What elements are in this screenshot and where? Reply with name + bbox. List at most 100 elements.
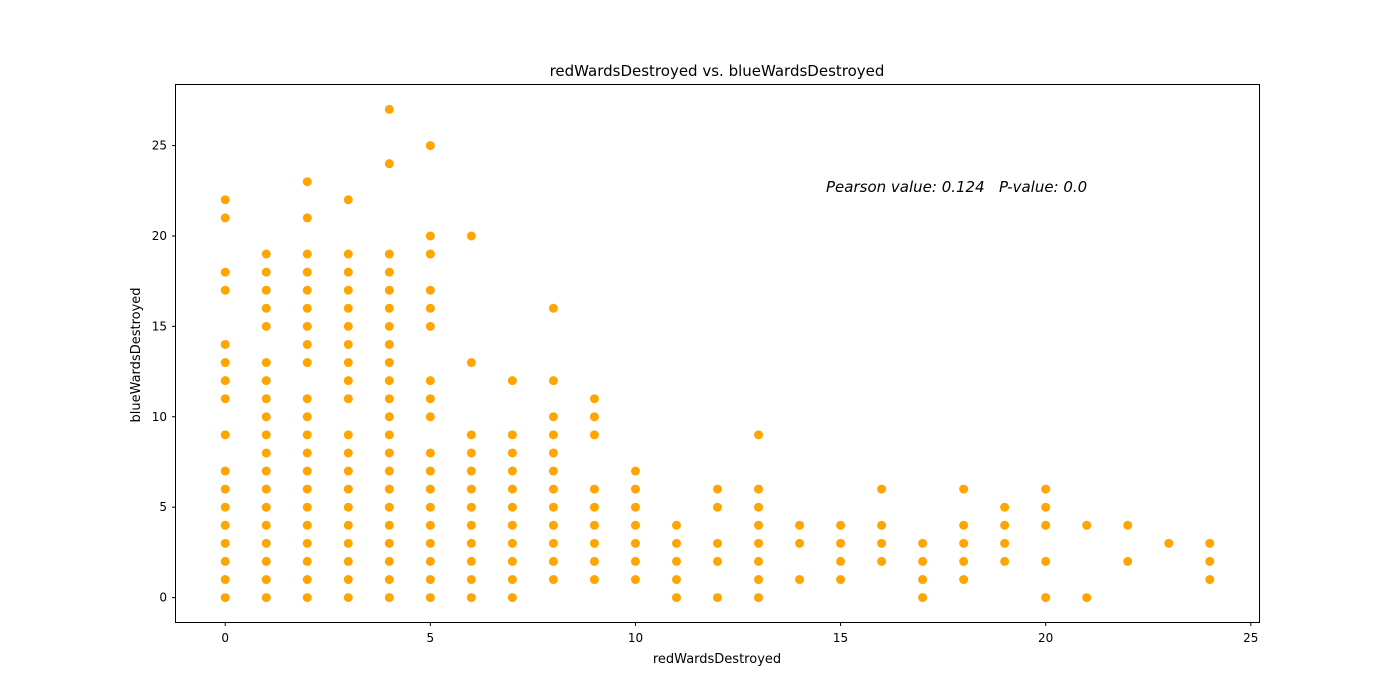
data-point: [507, 520, 517, 530]
y-tick-label: 5: [159, 500, 167, 514]
data-point: [466, 484, 476, 494]
data-point: [548, 448, 558, 458]
data-point: [877, 520, 887, 530]
data-point: [713, 593, 722, 603]
y-tick-label: 25: [152, 139, 167, 153]
data-point: [343, 593, 353, 603]
data-point: [630, 575, 640, 585]
data-point: [384, 448, 394, 458]
data-point: [343, 339, 353, 349]
y-tick-label: 20: [152, 229, 167, 243]
data-point: [343, 267, 353, 277]
chart-title: redWardsDestroyed vs. blueWardsDestroyed: [550, 62, 885, 80]
data-point: [507, 575, 517, 585]
data-point: [1082, 593, 1092, 603]
data-point: [507, 448, 517, 458]
data-point: [1041, 520, 1051, 530]
data-point: [754, 430, 764, 440]
data-point: [671, 575, 681, 585]
data-point: [302, 177, 312, 187]
data-point: [220, 339, 230, 349]
data-point: [877, 484, 887, 494]
data-point: [959, 520, 969, 530]
data-point: [261, 430, 271, 440]
data-point: [384, 358, 394, 368]
data-point: [589, 484, 599, 494]
data-point: [261, 520, 271, 530]
data-point: [630, 556, 640, 566]
data-point: [1041, 556, 1051, 566]
y-axis: 0 5 10 15 20 25: [152, 139, 176, 605]
data-point: [302, 448, 312, 458]
data-point: [918, 593, 928, 603]
data-point: [836, 538, 846, 548]
data-point: [589, 430, 599, 440]
data-point: [384, 267, 394, 277]
data-point: [507, 556, 517, 566]
data-point: [795, 575, 805, 585]
data-point: [384, 412, 394, 422]
data-point: [918, 538, 928, 548]
data-point: [425, 575, 435, 585]
data-point: [589, 575, 599, 585]
data-point: [425, 538, 435, 548]
data-point: [425, 321, 435, 331]
data-point: [466, 538, 476, 548]
data-point: [918, 575, 928, 585]
data-point: [548, 466, 558, 476]
data-point: [302, 303, 312, 313]
data-point: [343, 538, 353, 548]
data-point: [302, 213, 312, 223]
data-point: [343, 195, 353, 205]
data-point: [261, 285, 271, 295]
data-point: [261, 321, 271, 331]
data-point: [220, 394, 230, 404]
data-point: [425, 556, 435, 566]
data-point: [918, 556, 928, 566]
data-point: [630, 502, 640, 512]
data-point: [466, 593, 476, 603]
data-point: [466, 448, 476, 458]
data-point: [220, 213, 230, 223]
data-point: [220, 195, 230, 205]
data-point: [1205, 556, 1215, 566]
data-point: [959, 538, 969, 548]
data-point: [425, 394, 435, 404]
data-point: [343, 430, 353, 440]
data-point: [589, 412, 599, 422]
data-point: [754, 538, 764, 548]
data-point: [754, 520, 764, 530]
data-point: [425, 502, 435, 512]
data-point: [548, 376, 558, 386]
data-point: [261, 358, 271, 368]
data-point: [713, 484, 722, 494]
data-point: [630, 466, 640, 476]
data-point: [220, 267, 230, 277]
data-point: [343, 285, 353, 295]
x-axis-label: redWardsDestroyed: [653, 652, 781, 667]
data-point: [261, 448, 271, 458]
data-point: [630, 520, 640, 530]
data-point: [220, 430, 230, 440]
data-point: [302, 321, 312, 331]
data-point: [548, 520, 558, 530]
data-point: [507, 502, 517, 512]
data-point: [302, 593, 312, 603]
data-point: [548, 502, 558, 512]
data-point: [507, 376, 517, 386]
data-point: [1205, 538, 1215, 548]
data-point: [589, 556, 599, 566]
data-point: [302, 267, 312, 277]
data-point: [1041, 593, 1051, 603]
y-tick-label: 10: [152, 410, 167, 424]
data-point: [425, 285, 435, 295]
data-point: [220, 285, 230, 295]
data-point: [220, 538, 230, 548]
data-point: [754, 575, 764, 585]
data-point: [220, 593, 230, 603]
data-point: [261, 412, 271, 422]
data-point: [630, 484, 640, 494]
plot-frame: [175, 84, 1260, 623]
data-point: [261, 249, 271, 259]
data-point: [302, 502, 312, 512]
